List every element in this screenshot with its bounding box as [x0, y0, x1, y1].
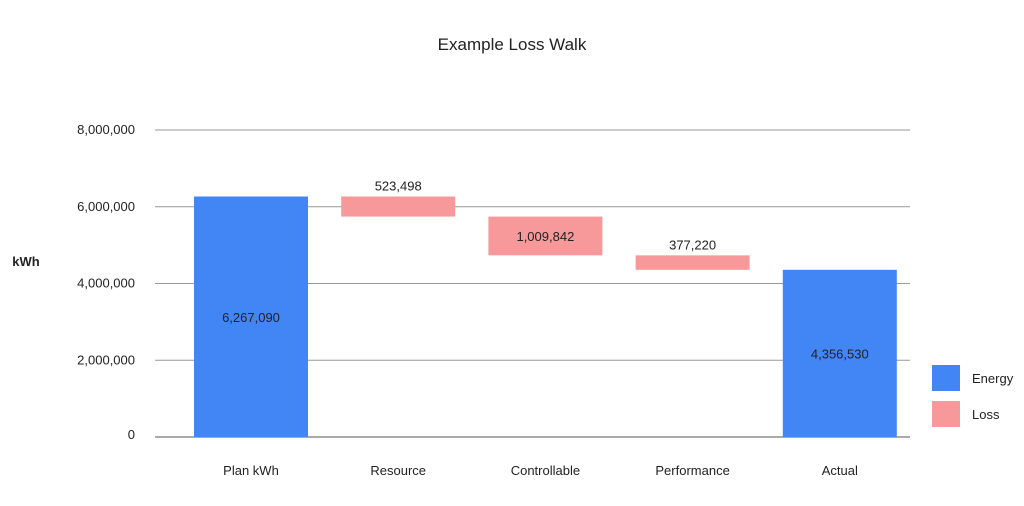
data-label: 523,498 [375, 179, 422, 194]
data-label: 4,356,530 [811, 346, 869, 361]
bar-controllable [488, 216, 603, 256]
legend-label-loss: Loss [972, 407, 1000, 422]
y-tick-label: 4,000,000 [77, 276, 135, 291]
data-label: 6,267,090 [222, 310, 280, 325]
category-labels: Plan kWh Resource Controllable Performance A… [223, 463, 858, 478]
y-tick-label: 0 [128, 427, 135, 442]
bar-plan-kwh [194, 196, 308, 437]
bar-performance [635, 255, 750, 270]
bars: 6,267,090 523,498 1,009,842 377,220 4,356,53… [194, 179, 897, 437]
category-label: Resource [370, 463, 426, 478]
data-label: 377,220 [669, 237, 716, 252]
category-label: Plan kWh [223, 463, 279, 478]
bar-actual [782, 269, 897, 437]
bar-resource [341, 196, 456, 217]
category-label: Actual [822, 463, 858, 478]
y-axis-label: kWh [12, 254, 40, 269]
data-label: 1,009,842 [516, 229, 574, 244]
category-label: Performance [655, 463, 729, 478]
legend-swatch-loss [932, 401, 960, 427]
category-label: Controllable [511, 463, 580, 478]
y-tick-label: 2,000,000 [77, 352, 135, 367]
legend-swatch-energy [932, 365, 960, 391]
y-tick-label: 6,000,000 [77, 199, 135, 214]
y-tick-label: 8,000,000 [77, 122, 135, 137]
legend-label-energy: Energy [972, 371, 1014, 386]
legend: Energy Loss [932, 365, 1014, 427]
y-tick-labels: 0 2,000,000 4,000,000 6,000,000 8,000,000 [77, 122, 135, 442]
chart-title: Example Loss Walk [438, 35, 587, 54]
